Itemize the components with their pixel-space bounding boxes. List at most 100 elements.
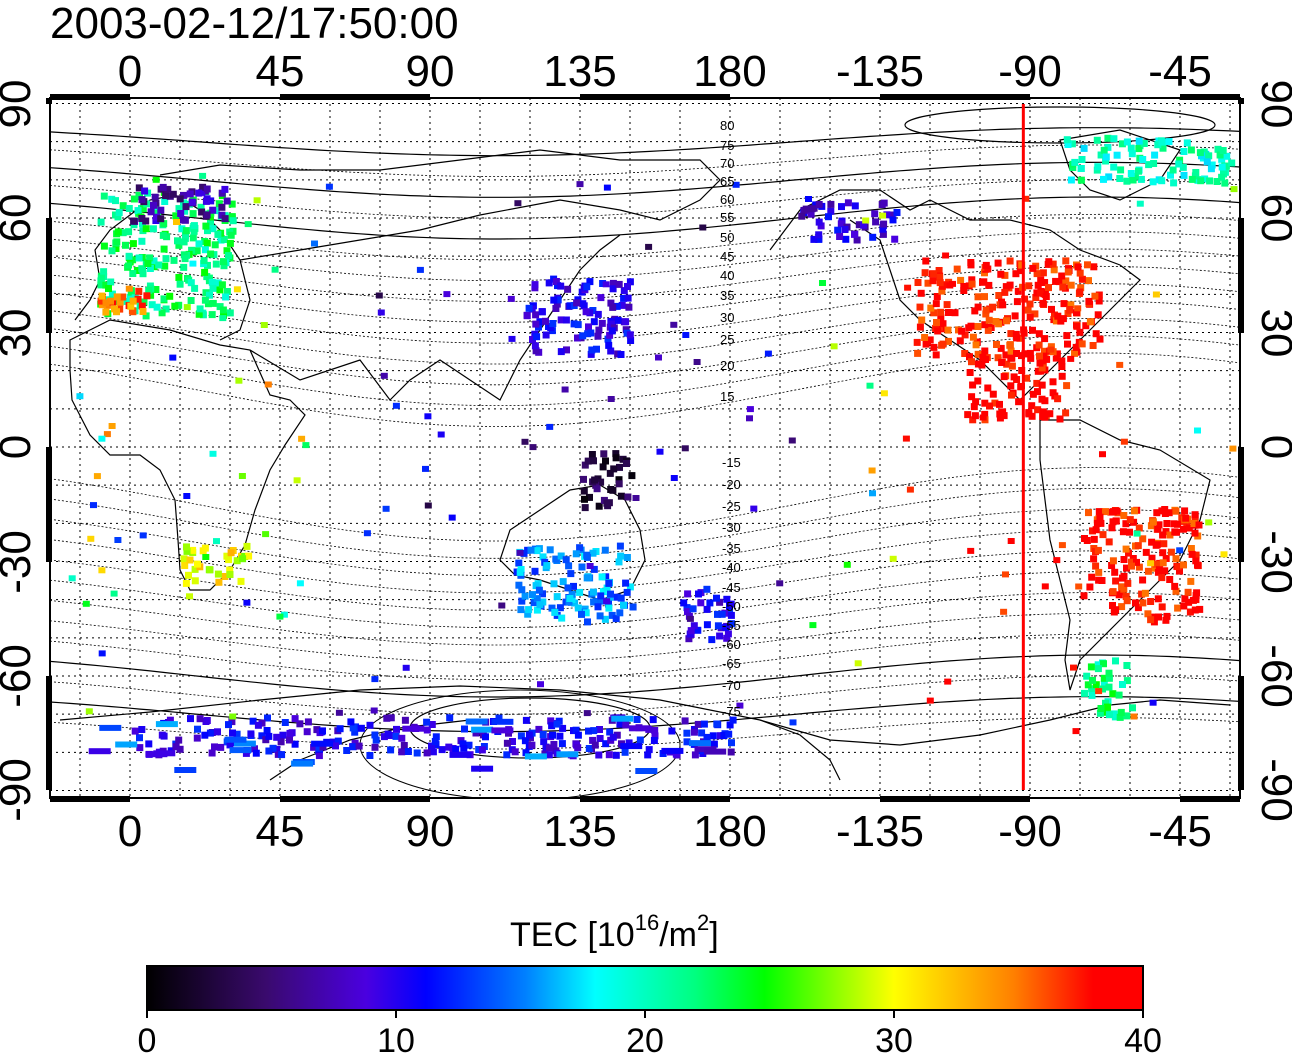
tec-sample	[815, 231, 823, 239]
coastlines	[59, 129, 1231, 781]
tec-sample	[1169, 166, 1177, 174]
tec-sample	[1105, 711, 1113, 719]
tec-sample	[607, 347, 615, 355]
tec-sample	[578, 563, 586, 571]
tec-sample	[598, 597, 606, 605]
tec-sample	[1058, 542, 1066, 549]
tec-sample	[1203, 158, 1211, 166]
tec-sample	[1076, 288, 1084, 296]
tec-sample	[1122, 520, 1130, 528]
tec-sample	[1018, 261, 1026, 269]
tec-sample	[626, 331, 634, 339]
tec-sample	[478, 746, 486, 754]
tec-sample	[1206, 177, 1214, 185]
tec-sample	[649, 716, 657, 724]
tec-sample	[498, 602, 506, 609]
tec-sample	[125, 205, 133, 212]
tec-sample	[1147, 616, 1155, 624]
tec-sample	[202, 197, 210, 205]
tec-sample	[129, 297, 137, 305]
tec-sample	[1102, 508, 1109, 516]
tec-sample	[1126, 516, 1134, 524]
tec-sample	[694, 720, 702, 728]
tec-sample	[590, 727, 598, 735]
tec-sample	[98, 301, 106, 309]
tec-sample	[1100, 146, 1108, 154]
tec-sample	[1213, 178, 1221, 185]
tec-sample	[200, 257, 208, 265]
tec-sample	[227, 231, 235, 239]
tec-sample	[461, 725, 468, 733]
tec-sample	[1052, 355, 1060, 362]
tec-sample	[1011, 312, 1019, 320]
tec-sample	[1108, 524, 1116, 532]
tec-sample	[689, 605, 697, 613]
tec-sample	[1112, 606, 1120, 614]
tec-sample	[1007, 382, 1015, 390]
contour-line	[50, 265, 1240, 323]
tec-sample	[1147, 522, 1155, 530]
tec-sample	[583, 710, 591, 717]
tec-sample	[1128, 558, 1135, 566]
tec-sample	[713, 720, 721, 728]
tec-sample	[599, 280, 607, 287]
tec-sample	[936, 279, 944, 287]
tec-sample	[220, 262, 228, 270]
tec-sample	[612, 615, 620, 623]
tec-sample	[112, 197, 119, 205]
contour-label: 50	[720, 230, 734, 245]
tec-sample	[939, 320, 947, 328]
tec-sample	[176, 195, 184, 203]
contour-line	[50, 633, 1240, 681]
tec-sample	[97, 218, 105, 226]
tec-sample	[260, 322, 268, 328]
tec-sample	[1081, 689, 1088, 697]
tec-sample	[930, 309, 938, 317]
tec-sample	[1139, 156, 1147, 163]
tec-sample	[542, 317, 549, 325]
tec-sample	[565, 562, 573, 570]
tec-sample	[550, 741, 558, 748]
tec-sample	[682, 332, 690, 338]
tec-sample	[557, 348, 565, 356]
tec-sample	[1171, 582, 1179, 590]
tec-sample	[319, 743, 327, 751]
tec-sample	[1024, 306, 1032, 314]
tec-sample	[291, 760, 314, 767]
tec-sample	[164, 185, 172, 193]
tec-sample	[1100, 660, 1107, 668]
tec-sample	[566, 302, 574, 310]
tec-sample	[956, 337, 964, 345]
tec-sample	[1160, 540, 1168, 548]
tec-sample	[153, 303, 161, 311]
tec-sample	[214, 570, 222, 578]
tec-sample	[810, 235, 818, 243]
tec-sample	[1095, 297, 1103, 305]
tec-sample	[197, 203, 205, 211]
tec-sample	[1070, 664, 1077, 671]
tec-sample	[689, 740, 711, 747]
tec-sample	[226, 239, 234, 247]
tec-sample	[655, 354, 662, 361]
tec-sample	[1162, 555, 1170, 562]
tec-sample	[585, 727, 592, 735]
tec-sample	[238, 473, 246, 479]
tec-sample	[1062, 409, 1070, 417]
tec-sample	[254, 721, 262, 729]
tec-sample	[1126, 528, 1133, 536]
tec-sample	[1190, 520, 1198, 527]
tec-sample	[694, 626, 702, 634]
tec-sample	[1220, 551, 1228, 558]
tec-sample	[614, 316, 622, 324]
tec-sample	[103, 431, 111, 438]
tec-sample	[212, 207, 220, 215]
tec-sample	[130, 195, 138, 203]
tec-sample	[334, 737, 342, 745]
tec-sample	[943, 301, 951, 309]
tec-sample	[1129, 176, 1137, 184]
tec-sample	[244, 221, 252, 228]
tec-sample	[967, 322, 975, 330]
tec-sample	[1186, 608, 1194, 616]
tec-sample	[138, 265, 146, 273]
